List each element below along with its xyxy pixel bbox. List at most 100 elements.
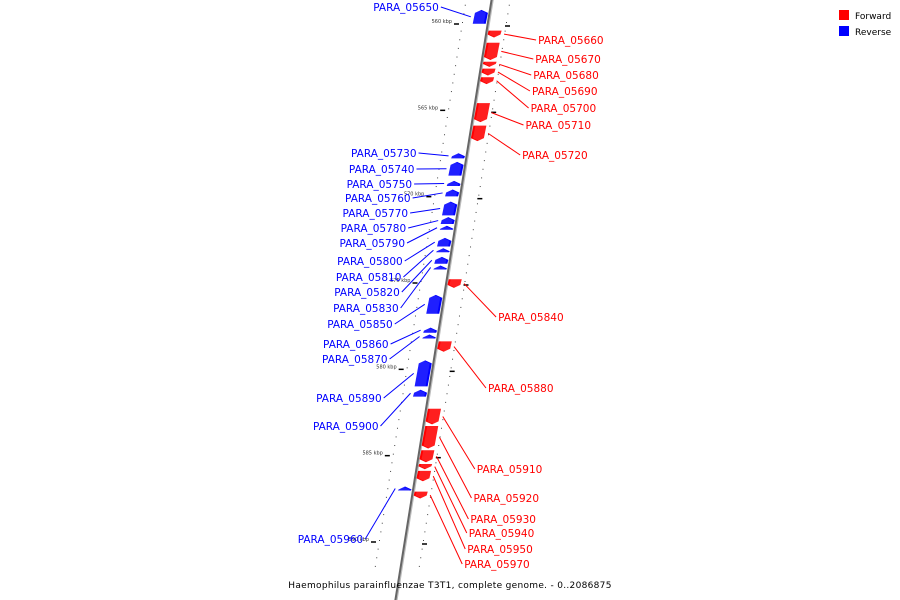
minor-tick-left — [442, 142, 444, 144]
gene-arrow — [434, 256, 449, 264]
minor-tick-left — [452, 82, 454, 84]
tick-label: 590 kbp — [349, 537, 369, 543]
gene-highlight — [489, 30, 504, 38]
minor-tick-right — [482, 168, 484, 170]
minor-tick-right — [470, 246, 472, 248]
gene-label: PARA_05760 — [345, 193, 411, 205]
minor-tick-right — [454, 341, 456, 343]
minor-tick-right — [460, 306, 462, 308]
gene-highlight — [482, 77, 497, 85]
gene-leader-line — [364, 488, 396, 540]
gene-highlight — [434, 248, 448, 253]
gene-highlight — [470, 9, 486, 24]
gene-leader-line — [497, 71, 531, 92]
minor-tick-left — [390, 470, 392, 472]
gene-label: PARA_05720 — [522, 150, 588, 162]
gene-arrow — [482, 61, 497, 67]
minor-tick-left — [444, 134, 446, 136]
gene-highlight — [395, 486, 410, 491]
gene-label: PARA_05820 — [334, 287, 400, 299]
gene-highlight — [439, 341, 454, 352]
minor-tick-left — [446, 116, 448, 118]
minor-tick-left — [430, 220, 432, 222]
minor-tick-right — [506, 22, 507, 23]
minor-tick-right — [427, 514, 429, 516]
minor-tick-right — [458, 315, 460, 317]
minor-tick-right — [443, 410, 445, 412]
tick-label: 560 kbp — [432, 19, 452, 25]
tick-label: 565 kbp — [418, 105, 438, 111]
minor-tick-right — [465, 272, 467, 274]
minor-tick-right — [429, 496, 431, 498]
gene-leader-line — [408, 220, 439, 229]
tick-label: 570 kbp — [404, 192, 424, 198]
gene-highlight — [483, 68, 498, 76]
minor-tick-left — [457, 47, 459, 49]
gene-label: PARA_05650 — [373, 2, 439, 14]
minor-tick-right — [467, 263, 469, 265]
gene-highlight — [427, 408, 444, 425]
legend: Forward Reverse — [839, 10, 892, 38]
minor-tick-right — [499, 65, 501, 67]
minor-tick-right — [497, 73, 499, 75]
gene-leader-line — [389, 336, 420, 360]
minor-tick-left — [376, 557, 378, 559]
gene-arrow — [397, 486, 412, 491]
minor-tick-left — [441, 151, 443, 153]
tick-label: 585 kbp — [362, 451, 382, 457]
dna-backbone — [394, 0, 494, 600]
gene-leader-line — [429, 494, 463, 565]
genome-caption: Haemophilus parainfluenzae T3T1, complet… — [288, 581, 611, 591]
minor-tick-left — [379, 540, 380, 541]
minor-tick-right — [490, 116, 492, 118]
gene-arrow — [439, 225, 454, 230]
minor-tick-left — [462, 22, 463, 23]
gene-label: PARA_05940 — [469, 528, 535, 540]
minor-tick-left — [399, 410, 401, 412]
gene-leader-line — [501, 50, 534, 60]
gene-leader-line — [383, 372, 415, 399]
minor-tick-right — [503, 39, 505, 41]
gene-label: PARA_05950 — [467, 544, 533, 556]
gene-arrow — [483, 42, 500, 60]
minor-tick-left — [432, 203, 434, 205]
gene-arrow — [442, 201, 458, 216]
minor-tick-left — [417, 298, 419, 300]
minor-tick-right — [423, 540, 424, 541]
minor-tick-right — [440, 427, 442, 429]
minor-tick-left — [395, 436, 397, 438]
gene-leader-line — [394, 303, 426, 325]
gene-label: PARA_05800 — [337, 256, 403, 268]
minor-tick-left — [416, 306, 418, 308]
minor-tick-left — [459, 39, 461, 41]
gene-leader-line — [406, 227, 438, 244]
legend-forward-label: Forward — [855, 12, 891, 22]
minor-tick-right — [481, 177, 483, 179]
gene-highlight — [437, 225, 452, 230]
minor-tick-right — [449, 375, 451, 377]
minor-tick-left — [456, 56, 458, 58]
gene-arrow — [437, 341, 452, 352]
minor-tick-left — [460, 30, 462, 32]
gene-highlight — [423, 426, 441, 449]
gene-arrow — [426, 294, 443, 314]
minor-tick-right — [432, 479, 434, 481]
gene-arrow — [418, 464, 433, 470]
minor-tick-left — [374, 565, 376, 567]
minor-tick-left — [394, 445, 396, 447]
minor-tick-right — [435, 462, 437, 464]
gene-label: PARA_05670 — [535, 54, 601, 66]
gene-highlight — [421, 327, 436, 333]
gene-label: PARA_05660 — [538, 35, 604, 47]
minor-tick-right — [504, 30, 506, 32]
gene-highlight — [421, 450, 437, 463]
minor-tick-right — [452, 358, 454, 360]
gene-leader-line — [410, 207, 441, 214]
minor-tick-left — [435, 186, 437, 188]
minor-tick-right — [501, 47, 503, 49]
gene-arrow — [451, 153, 465, 159]
gene-label: PARA_05920 — [473, 493, 539, 505]
gene-leader-line — [412, 192, 443, 199]
gene-leader-line — [400, 267, 432, 309]
gene-highlight — [412, 360, 430, 387]
